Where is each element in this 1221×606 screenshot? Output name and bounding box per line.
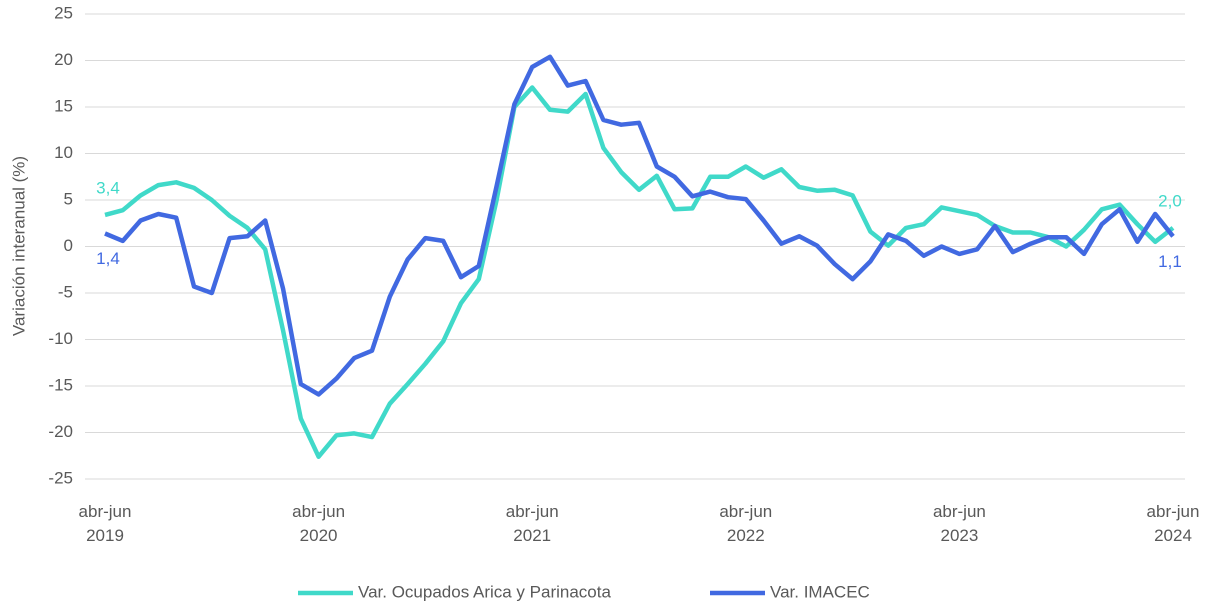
x-tick-label: abr-jun 2022 xyxy=(719,502,772,545)
legend-label: Var. Ocupados Arica y Parinacota xyxy=(358,582,611,601)
x-tick-label: abr-jun 2024 xyxy=(1147,502,1200,545)
x-tick-label: abr-jun 2019 xyxy=(79,502,132,545)
x-tick-label: abr-jun 2023 xyxy=(933,502,986,545)
y-tick-label: -25 xyxy=(48,468,73,487)
data-label: 1,4 xyxy=(96,249,120,268)
data-label: 2,0 xyxy=(1158,191,1182,210)
y-tick-label: 10 xyxy=(54,143,73,162)
y-tick-label: -15 xyxy=(48,375,73,394)
data-label: 1,1 xyxy=(1158,252,1182,271)
y-tick-label: -20 xyxy=(48,422,73,441)
line-series xyxy=(104,54,1175,397)
y-tick-label: 15 xyxy=(54,96,73,115)
y-tick-label: -5 xyxy=(58,282,73,301)
y-tick-label: 5 xyxy=(64,189,73,208)
y-tick-label: 20 xyxy=(54,50,73,69)
x-tick-label: abr-jun 2021 xyxy=(506,502,559,545)
x-tick-label: abr-jun 2020 xyxy=(292,502,345,545)
line-series xyxy=(104,85,1175,459)
y-tick-label: 25 xyxy=(54,3,73,22)
legend-label: Var. IMACEC xyxy=(770,582,870,601)
y-tick-label: 0 xyxy=(64,236,73,255)
data-label: 3,4 xyxy=(96,178,120,197)
y-tick-label: -10 xyxy=(48,329,73,348)
y-axis-label: Variación interanual (%) xyxy=(9,156,28,336)
